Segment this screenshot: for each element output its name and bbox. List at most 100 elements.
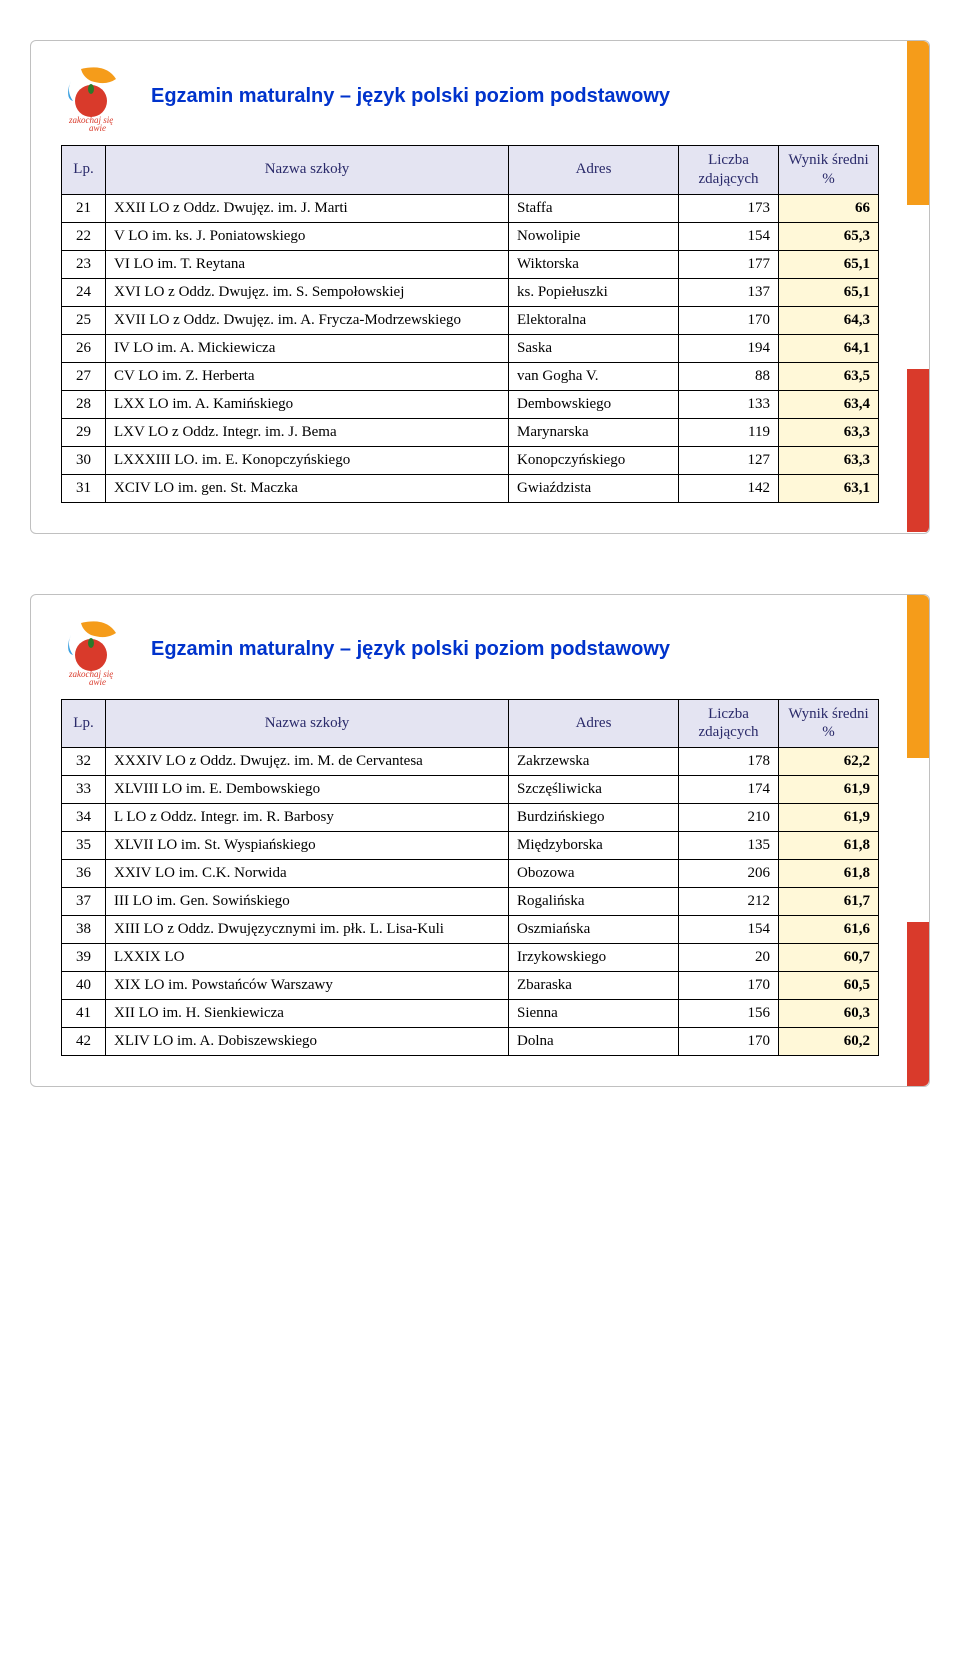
cell-score: 62,2 (779, 748, 879, 776)
table-row: 41XII LO im. H. SienkiewiczaSienna15660,… (62, 1000, 879, 1028)
cell-count: 174 (679, 776, 779, 804)
logo-icon: zakochaj się awie (61, 61, 131, 131)
cell-lp: 22 (62, 222, 106, 250)
cell-name: XVII LO z Oddz. Dwujęz. im. A. Frycza-Mo… (106, 306, 509, 334)
cell-name: VI LO im. T. Reytana (106, 250, 509, 278)
cell-lp: 37 (62, 888, 106, 916)
cell-name: CV LO im. Z. Herberta (106, 362, 509, 390)
cell-score: 64,3 (779, 306, 879, 334)
cell-count: 142 (679, 474, 779, 502)
cell-addr: Burdzińskiego (509, 804, 679, 832)
cell-name: LXXXIII LO. im. E. Konopczyńskiego (106, 446, 509, 474)
cell-name: XXII LO z Oddz. Dwujęz. im. J. Marti (106, 194, 509, 222)
cell-score: 66 (779, 194, 879, 222)
cell-addr: Dembowskiego (509, 390, 679, 418)
header-row: zakochaj się awie Egzamin maturalny – ję… (61, 61, 879, 131)
cell-addr: Rogalińska (509, 888, 679, 916)
card-1: zakochaj się awie Egzamin maturalny – ję… (30, 40, 930, 534)
table-row: 33XLVIII LO im. E. DembowskiegoSzczęśliw… (62, 776, 879, 804)
table-row: 34L LO z Oddz. Integr. im. R. BarbosyBur… (62, 804, 879, 832)
cell-score: 64,1 (779, 334, 879, 362)
col-lp: Lp. (62, 146, 106, 195)
cell-name: LXX LO im. A. Kamińskiego (106, 390, 509, 418)
cell-addr: Zbaraska (509, 972, 679, 1000)
cell-lp: 40 (62, 972, 106, 1000)
cell-addr: Oszmiańska (509, 916, 679, 944)
cell-addr: Obozowa (509, 860, 679, 888)
cell-name: XCIV LO im. gen. St. Maczka (106, 474, 509, 502)
cell-name: XXXIV LO z Oddz. Dwujęz. im. M. de Cerva… (106, 748, 509, 776)
table-row: 22V LO im. ks. J. PoniatowskiegoNowolipi… (62, 222, 879, 250)
cell-lp: 26 (62, 334, 106, 362)
cell-name: XIII LO z Oddz. Dwujęzycznymi im. płk. L… (106, 916, 509, 944)
cell-count: 177 (679, 250, 779, 278)
col-count: Liczba zdających (679, 146, 779, 195)
cell-addr: Międzyborska (509, 832, 679, 860)
cell-lp: 28 (62, 390, 106, 418)
table-row: 29LXV LO z Oddz. Integr. im. J. BemaMary… (62, 418, 879, 446)
table-row: 26IV LO im. A. MickiewiczaSaska19464,1 (62, 334, 879, 362)
sidebar-seg-orange (907, 595, 929, 759)
cell-addr: Szczęśliwicka (509, 776, 679, 804)
logo-icon: zakochaj się awie (61, 615, 131, 685)
table-row: 42XLIV LO im. A. DobiszewskiegoDolna1706… (62, 1028, 879, 1056)
cell-count: 154 (679, 916, 779, 944)
col-addr: Adres (509, 146, 679, 195)
cell-score: 65,3 (779, 222, 879, 250)
col-name: Nazwa szkoły (106, 146, 509, 195)
sidebar-decor (907, 595, 929, 1087)
svg-text:awie: awie (89, 123, 106, 131)
cell-lp: 29 (62, 418, 106, 446)
cell-addr: Dolna (509, 1028, 679, 1056)
cell-addr: Zakrzewska (509, 748, 679, 776)
col-count: Liczba zdających (679, 699, 779, 748)
table-row: 27CV LO im. Z. Herbertavan Gogha V.8863,… (62, 362, 879, 390)
table-row: 32XXXIV LO z Oddz. Dwujęz. im. M. de Cer… (62, 748, 879, 776)
cell-score: 61,7 (779, 888, 879, 916)
card-2: zakochaj się awie Egzamin maturalny – ję… (30, 594, 930, 1088)
cell-name: L LO z Oddz. Integr. im. R. Barbosy (106, 804, 509, 832)
table-header-row: Lp. Nazwa szkoły Adres Liczba zdających … (62, 699, 879, 748)
sidebar-seg-white (907, 205, 929, 369)
table-row: 21XXII LO z Oddz. Dwujęz. im. J. MartiSt… (62, 194, 879, 222)
cell-score: 61,8 (779, 832, 879, 860)
cell-name: XXIV LO im. C.K. Norwida (106, 860, 509, 888)
cell-count: 210 (679, 804, 779, 832)
cell-lp: 31 (62, 474, 106, 502)
cell-lp: 35 (62, 832, 106, 860)
cell-addr: van Gogha V. (509, 362, 679, 390)
cell-lp: 25 (62, 306, 106, 334)
cell-count: 127 (679, 446, 779, 474)
table-row: 25XVII LO z Oddz. Dwujęz. im. A. Frycza-… (62, 306, 879, 334)
sidebar-seg-white (907, 758, 929, 922)
cell-count: 170 (679, 306, 779, 334)
cell-lp: 39 (62, 944, 106, 972)
cell-name: IV LO im. A. Mickiewicza (106, 334, 509, 362)
cell-count: 178 (679, 748, 779, 776)
cell-lp: 34 (62, 804, 106, 832)
cell-score: 63,3 (779, 418, 879, 446)
cell-lp: 32 (62, 748, 106, 776)
cell-name: XLIV LO im. A. Dobiszewskiego (106, 1028, 509, 1056)
cell-count: 212 (679, 888, 779, 916)
cell-count: 154 (679, 222, 779, 250)
col-score: Wynik średni % (779, 699, 879, 748)
results-table-2: Lp. Nazwa szkoły Adres Liczba zdających … (61, 699, 879, 1057)
cell-lp: 41 (62, 1000, 106, 1028)
cell-score: 63,3 (779, 446, 879, 474)
header-row: zakochaj się awie Egzamin maturalny – ję… (61, 615, 879, 685)
table-row: 36XXIV LO im. C.K. NorwidaObozowa20661,8 (62, 860, 879, 888)
col-lp: Lp. (62, 699, 106, 748)
cell-score: 63,5 (779, 362, 879, 390)
cell-count: 170 (679, 972, 779, 1000)
cell-lp: 36 (62, 860, 106, 888)
cell-count: 137 (679, 278, 779, 306)
col-name: Nazwa szkoły (106, 699, 509, 748)
cell-name: XVI LO z Oddz. Dwujęz. im. S. Sempołowsk… (106, 278, 509, 306)
cell-score: 65,1 (779, 278, 879, 306)
cell-name: XLVII LO im. St. Wyspiańskiego (106, 832, 509, 860)
page-title: Egzamin maturalny – język polski poziom … (151, 638, 670, 661)
results-table-1: Lp. Nazwa szkoły Adres Liczba zdających … (61, 145, 879, 503)
cell-count: 156 (679, 1000, 779, 1028)
cell-lp: 38 (62, 916, 106, 944)
